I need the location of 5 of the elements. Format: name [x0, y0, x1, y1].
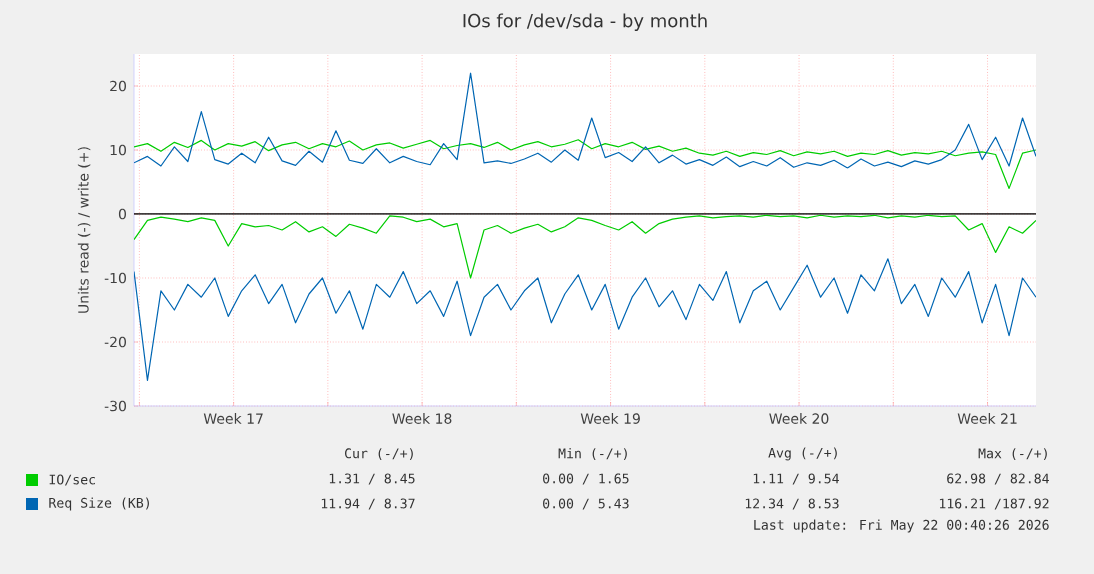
- line-series: [134, 139, 1036, 190]
- chart-title: IOs for /dev/sda - by month: [463, 13, 707, 31]
- line-series: [134, 258, 1036, 381]
- line-series: [134, 214, 1036, 279]
- line-series: [134, 72, 1036, 169]
